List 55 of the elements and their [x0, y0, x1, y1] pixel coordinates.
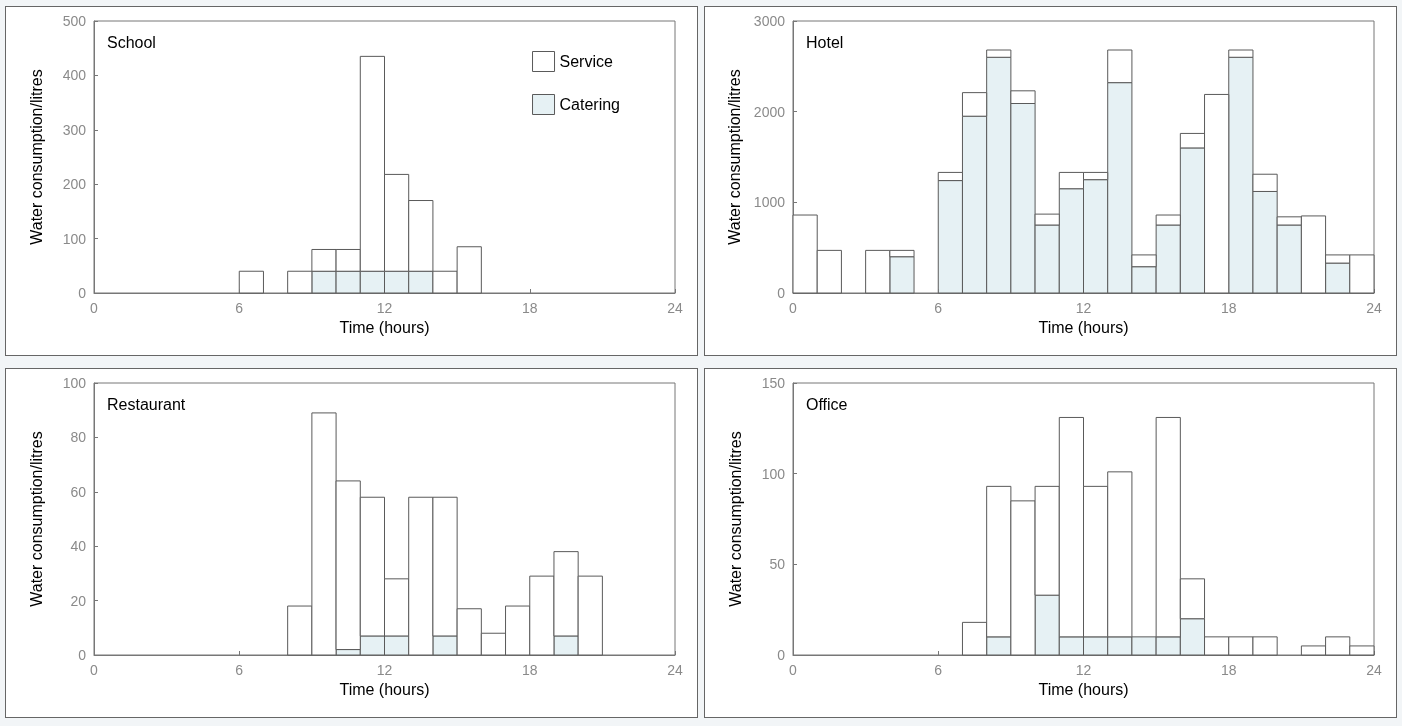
legend-label: Catering: [559, 96, 621, 113]
x-tick-label: 12: [376, 662, 393, 678]
x-tick-label: 24: [667, 300, 683, 316]
y-tick-label: 1000: [753, 194, 786, 211]
x-tick-label: 6: [235, 662, 244, 678]
y-tick-label: 0: [78, 647, 87, 663]
x-tick-label: 12: [1075, 300, 1092, 316]
x-axis-title: Time (hours): [1038, 319, 1129, 337]
text: Office: [806, 395, 848, 413]
x-tick-label: 0: [789, 662, 798, 678]
legend-label: Service: [559, 53, 613, 70]
y-tick-label: 2000: [753, 103, 786, 120]
bar: [238, 270, 264, 294]
x-tick-label: 18: [1220, 662, 1237, 678]
x-tick-label: 24: [1366, 300, 1382, 316]
x-tick-label: 12: [1075, 662, 1092, 678]
y-tick-label: 0: [777, 285, 786, 301]
y-tick-label: 60: [70, 483, 87, 500]
y-tick-label: 500: [62, 13, 87, 29]
x-tick-label: 6: [934, 300, 943, 316]
y-tick-label: 40: [70, 538, 87, 555]
x-tick-label: 0: [789, 300, 798, 316]
x-tick-label: 12: [376, 300, 393, 316]
y-tick-label: 0: [78, 285, 87, 301]
text: Hotel: [806, 33, 844, 51]
x-tick-label: 18: [521, 662, 538, 678]
x-tick-label: 24: [1366, 662, 1382, 678]
y-axis-title: Water consumption/litres: [27, 431, 45, 607]
x-tick-label: 18: [1220, 300, 1237, 316]
y-tick-label: 3000: [753, 13, 786, 29]
x-tick-label: 24: [667, 662, 683, 678]
x-axis-title: Time (hours): [1038, 681, 1129, 699]
text: Restaurant: [107, 395, 186, 413]
y-tick-label: 100: [62, 230, 87, 247]
y-tick-label: 300: [62, 121, 87, 138]
y-tick-label: 80: [70, 429, 87, 446]
y-tick-label: 20: [70, 592, 87, 609]
y-axis-title: Water consumption/litres: [726, 431, 744, 607]
y-axis-title: Water consumption/litres: [726, 69, 744, 245]
x-axis-title: Time (hours): [339, 319, 430, 337]
x-tick-label: 18: [521, 300, 538, 316]
x-axis-title: Time (hours): [339, 681, 430, 699]
x-tick-label: 6: [235, 300, 244, 316]
y-tick-label: 0: [777, 647, 786, 663]
text: School: [107, 33, 156, 51]
y-tick-label: 50: [769, 556, 786, 573]
y-tick-label: 100: [761, 465, 786, 482]
y-tick-label: 400: [62, 67, 87, 84]
x-tick-label: 0: [90, 300, 99, 316]
x-tick-label: 0: [90, 662, 99, 678]
x-tick-label: 6: [934, 662, 943, 678]
y-tick-label: 200: [62, 176, 87, 193]
y-tick-label: 100: [62, 375, 87, 391]
y-tick-label: 150: [761, 375, 786, 391]
y-axis-title: Water consumption/litres: [27, 69, 45, 245]
